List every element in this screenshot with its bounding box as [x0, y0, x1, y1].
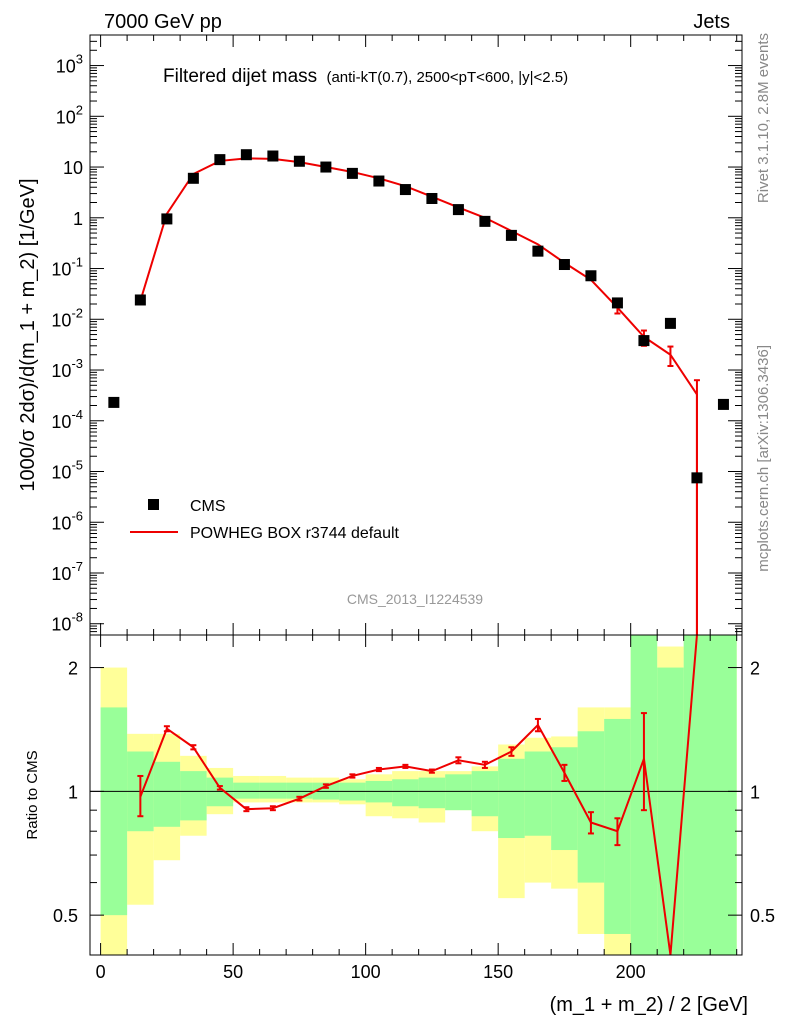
ratio-y-tick-label: 1 [68, 782, 78, 802]
ratio-x-tick-label: 50 [223, 962, 243, 982]
main-y-tick-label: 10-7 [51, 559, 83, 584]
cms-data-point [558, 259, 570, 271]
legend: CMS POWHEG BOX r3744 default [130, 498, 400, 542]
ratio-inner-band-bin [259, 782, 287, 799]
cms-data-point [108, 396, 120, 408]
cms-data-point [664, 317, 676, 329]
header-left: 7000 GeV pp [104, 11, 222, 33]
ratio-x-ticks: 0 50 100 150 200 [96, 635, 738, 982]
main-x-ticks [100, 35, 738, 635]
ratio-inner-band-bin [392, 779, 419, 807]
cms-data-point [479, 215, 491, 227]
ratio-marks [90, 634, 742, 956]
main-y-tick-label: 10-2 [51, 305, 83, 330]
cms-data-point [399, 184, 411, 196]
main-panel: 10-810-710-610-510-410-310-210-111010210… [17, 34, 743, 636]
ratio-y-tick-label: 0.5 [53, 906, 78, 926]
cms-data-point [585, 270, 597, 282]
rivet-label: Rivet 3.1.10, 2.8M events [755, 33, 772, 203]
main-title: Filtered dijet mass (anti-kT(0.7), 2500<… [163, 66, 568, 87]
cms-data-point [346, 167, 358, 179]
ratio-inner-band-bin [683, 635, 737, 955]
ratio-x-tick-label: 200 [616, 962, 646, 982]
main-y-tick-exponent: -3 [71, 356, 83, 371]
ratio-y-axis-label: Ratio to CMS [24, 750, 41, 839]
main-y-tick-exponent: -6 [71, 508, 83, 523]
ratio-y-tick-label-right: 1 [750, 782, 760, 802]
legend-mc-label: POWHEG BOX r3744 default [190, 525, 400, 542]
ratio-inner-band-bin [418, 777, 446, 809]
ratio-inner-band-bin [445, 774, 472, 811]
ratio-x-tick-label: 100 [351, 962, 381, 982]
cms-data-point [214, 154, 226, 166]
ratio-inner-band-bin [471, 771, 499, 817]
cms-data-point [187, 172, 199, 184]
ratio-y-tick-label-right: 2 [750, 659, 760, 679]
ratio-y-tick-label-right: 0.5 [750, 906, 775, 926]
ratio-inner-band-bin [180, 771, 207, 821]
main-y-tick-exponent: 2 [76, 102, 83, 117]
header-right: Jets [693, 11, 730, 33]
legend-cms-label: CMS [190, 498, 226, 515]
ratio-inner-band-bin [498, 758, 525, 839]
main-y-tick-label: 10-1 [51, 255, 83, 280]
ratio-x-tick-label: 150 [483, 962, 513, 982]
ratio-inner-band-bin [206, 777, 234, 807]
main-y-tick-exponent: -4 [71, 407, 83, 422]
mcplots-label: mcplots.cern.ch [arXiv:1306.3436] [755, 345, 772, 572]
cms-data-point [691, 472, 703, 484]
main-y-tick-exponent: 3 [76, 52, 83, 67]
ratio-mc-line [139, 634, 698, 956]
main-y-tick-exponent: -5 [71, 458, 83, 473]
cms-data-point [293, 155, 305, 167]
main-y-tick-label: 10 [63, 158, 83, 178]
ratio-y-tick-label: 2 [68, 659, 78, 679]
main-y-tick-exponent: -8 [71, 610, 83, 625]
ratio-frame [89, 634, 743, 956]
ratio-inner-band-bin [657, 667, 684, 955]
main-title-sub: (anti-kT(0.7), 2500<pT<600, |y|<2.5) [326, 69, 568, 86]
watermark: CMS_2013_I1224539 [347, 591, 483, 607]
main-y-ticks: 10-810-710-610-510-410-310-210-111010210… [51, 34, 742, 636]
cms-data-point [532, 245, 544, 257]
cms-data-point [320, 161, 332, 173]
main-marks [108, 149, 729, 635]
cms-data-point [267, 150, 279, 162]
legend-cms-marker [148, 499, 159, 510]
ratio-inner-band-bin [100, 707, 128, 916]
ratio-x-tick-label: 0 [96, 962, 106, 982]
main-y-tick-exponent: -2 [71, 305, 83, 320]
ratio-inner-band-bin [233, 782, 260, 799]
main-y-axis-label: 1000/σ 2dσ)/d(m_1 + m_2) [1/GeV] [17, 178, 39, 491]
ratio-inner-band-bin [551, 747, 578, 851]
cms-data-point [240, 149, 252, 161]
cms-data-point [452, 204, 464, 216]
ratio-inner-band-bin [524, 751, 552, 836]
cms-data-point [638, 335, 650, 347]
cms-data-point [373, 175, 385, 187]
ratio-panel: 0 50 100 150 200 0.5 0.5 1 1 2 2 Ratio to CMS (m_… [24, 634, 775, 1016]
cms-data-point [426, 192, 438, 204]
main-y-tick-exponent: -1 [71, 255, 83, 270]
main-title-main: Filtered dijet mass [163, 66, 317, 87]
ratio-inner-band-bin [153, 761, 181, 827]
cms-data-point [134, 294, 146, 306]
ratio-bands [100, 635, 737, 955]
ratio-y-ticks: 0.5 0.5 1 1 2 2 [53, 659, 775, 927]
cms-data-point [505, 229, 517, 241]
main-y-tick-label: 1 [73, 209, 83, 229]
cms-data-point [161, 213, 173, 225]
x-axis-label: (m_1 + m_2) / 2 [GeV] [550, 994, 748, 1016]
cms-data-point [717, 398, 729, 410]
main-y-tick-exponent: -7 [71, 559, 83, 574]
cms-data-point [611, 297, 623, 309]
